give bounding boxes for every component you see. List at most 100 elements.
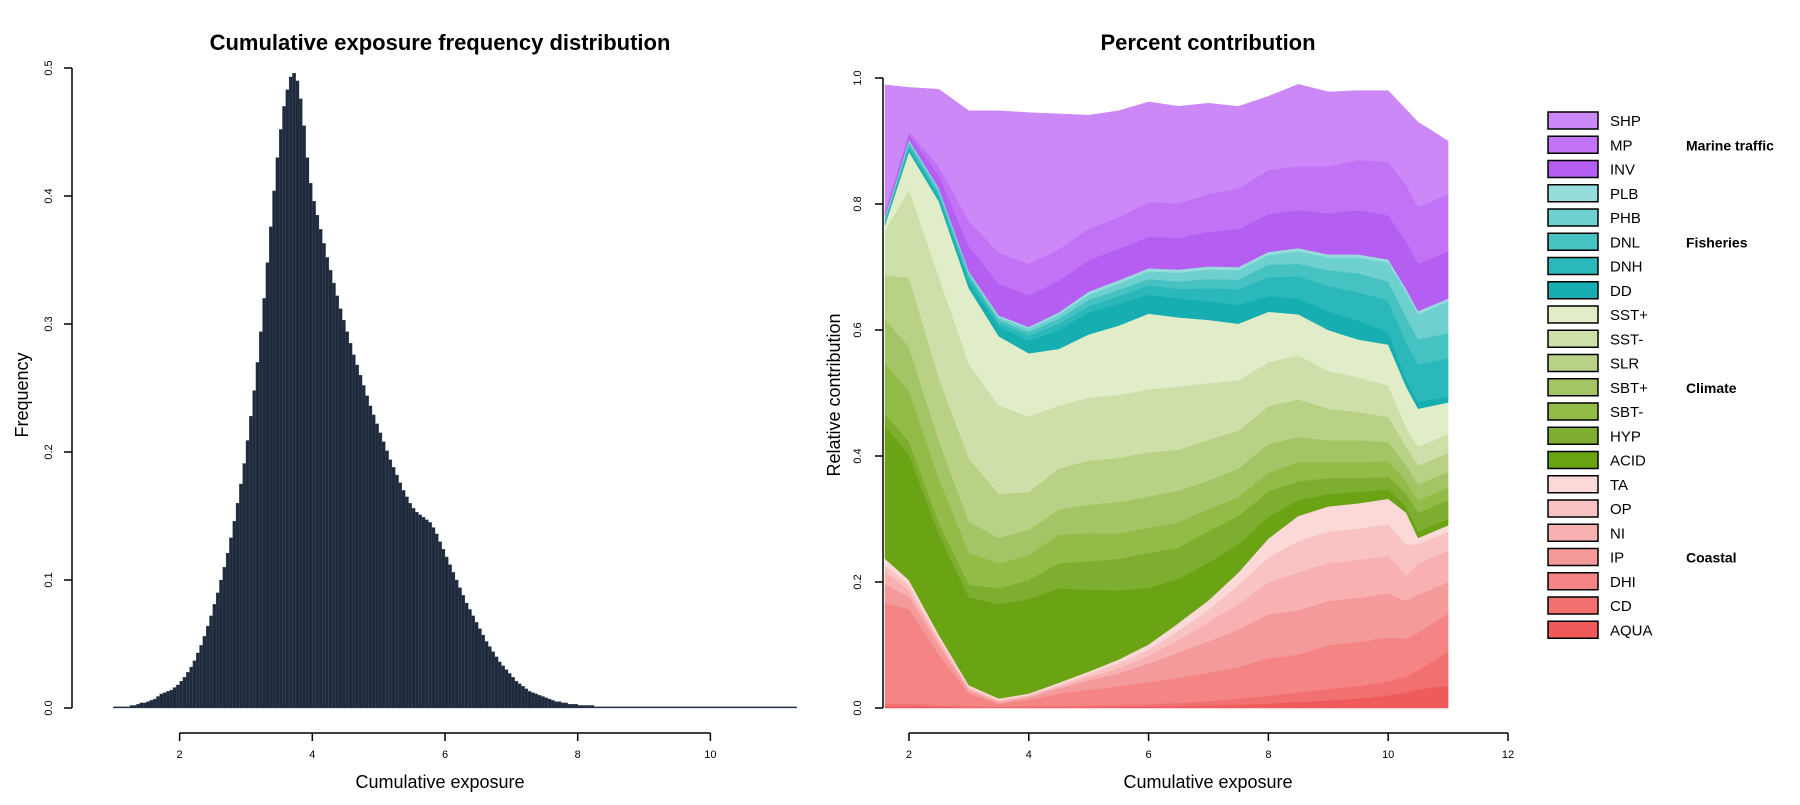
contribution-title: Percent contribution [1100, 30, 1315, 55]
histogram-bar [696, 706, 701, 709]
histogram-x-tick-label: 2 [177, 749, 183, 761]
histogram-bar [511, 677, 515, 709]
histogram-bar [507, 673, 512, 709]
histogram-bar [421, 517, 426, 709]
histogram-bar [667, 706, 671, 709]
contribution-y-tick-label: 0.4 [852, 448, 864, 463]
histogram-bar [152, 698, 157, 709]
histogram-bar [182, 677, 187, 709]
contribution-panel: Percent contribution 2 4 6 8 10 12 0.0 0.2 0.4 0.… [824, 30, 1514, 792]
histogram-bar [627, 706, 631, 709]
histogram-bar [793, 706, 797, 709]
legend-label: AQUA [1610, 622, 1653, 639]
histogram-bar [424, 519, 429, 709]
histogram-bar [166, 691, 170, 709]
histogram-bar [229, 537, 233, 709]
histogram-bar [580, 705, 585, 709]
histogram-bar [756, 706, 761, 709]
histogram-bar [119, 706, 124, 709]
histogram-bar [494, 656, 499, 709]
histogram-bar [590, 705, 595, 709]
histogram-y-tick-label: 0.2 [43, 444, 55, 459]
histogram-bar [544, 697, 548, 709]
histogram-bar [743, 706, 748, 709]
legend-label: SST+ [1610, 307, 1648, 324]
histogram-bar [398, 482, 403, 709]
histogram-x-tick-label: 4 [309, 749, 315, 761]
histogram-bar [660, 706, 665, 709]
histogram-bar [763, 706, 767, 709]
histogram-bar [202, 636, 207, 709]
histogram-bar [255, 362, 260, 709]
histogram-bar [292, 72, 296, 709]
contribution-y-tick-label: 0.6 [852, 322, 864, 337]
histogram-bar [156, 696, 160, 709]
histogram-bar [136, 704, 140, 709]
histogram-bar [169, 689, 174, 709]
histogram-bar [537, 695, 542, 709]
histogram-bar [249, 416, 253, 709]
histogram-y-tick-label: 0.4 [43, 188, 55, 203]
histogram-bar [408, 503, 412, 709]
histogram-bar [139, 702, 144, 709]
legend-label: MP [1610, 137, 1633, 154]
histogram-bar [630, 706, 635, 709]
histogram-bar [298, 98, 303, 709]
legend-swatch [1547, 208, 1599, 227]
histogram-bar [471, 615, 476, 709]
histogram-bar [484, 641, 489, 709]
histogram-bar [554, 701, 558, 709]
legend-label: SLR [1610, 356, 1639, 373]
histogram-bar [647, 706, 651, 709]
area-layer-shp [884, 84, 1449, 265]
histogram-bar [474, 622, 479, 709]
legend-label: PLB [1610, 186, 1638, 203]
histogram-bar [461, 595, 466, 709]
histogram-bar [342, 320, 346, 709]
histogram-bar [245, 440, 250, 709]
histogram-x-tick-label: 6 [442, 749, 448, 761]
histogram-bar [451, 572, 456, 709]
legend-swatch [1547, 281, 1599, 300]
histogram-bar [126, 706, 131, 709]
legend-swatch [1547, 111, 1599, 130]
histogram-bar [215, 592, 220, 709]
histogram-bar [564, 702, 568, 709]
histogram-bar [650, 706, 655, 709]
contribution-x-tick-label: 12 [1502, 749, 1514, 761]
histogram-bar [491, 651, 495, 709]
histogram-bar [740, 706, 744, 709]
histogram-bar [560, 702, 565, 709]
histogram-bar [594, 706, 598, 709]
histogram-bar [527, 691, 532, 709]
histogram-bar [275, 157, 280, 709]
histogram-bar [348, 343, 353, 709]
contribution-x-tick-label: 4 [1026, 749, 1032, 761]
histogram-bar [786, 706, 791, 709]
histogram-bar [159, 693, 164, 709]
histogram-bar [371, 414, 376, 709]
frequency-panel: Cumulative exposure frequency distributi… [12, 30, 797, 792]
histogram-bar [219, 579, 223, 709]
legend-swatch [1547, 378, 1599, 397]
histogram-bar [388, 459, 393, 709]
legend-label: DNL [1610, 234, 1640, 251]
legend: SHP MP INV PLB PHB DNL DNH DD SST+ SST- SLR SBT+ SBT… [1547, 111, 1774, 639]
histogram-bar [414, 512, 419, 709]
legend-label: SBT- [1610, 404, 1643, 421]
histogram-bar [378, 432, 383, 709]
contribution-y-tick-label: 0.8 [852, 196, 864, 211]
legend-label: SBT+ [1610, 380, 1648, 397]
histogram-bar [687, 706, 691, 709]
histogram-bar [272, 190, 276, 709]
histogram-bar [335, 295, 339, 709]
histogram-bar [232, 520, 237, 709]
legend-swatch [1547, 523, 1599, 542]
histogram-bar [381, 441, 386, 709]
legend-swatch [1547, 159, 1599, 179]
histogram-bar [441, 549, 446, 709]
histogram-bar [534, 693, 539, 709]
histogram-bar [206, 625, 210, 709]
histogram-bar [567, 704, 572, 709]
